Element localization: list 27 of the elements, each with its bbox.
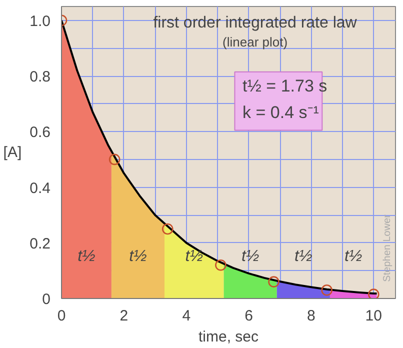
annotation: Stephen Lower [382, 214, 394, 282]
point [108, 154, 120, 166]
y-axis-title: [A] [3, 144, 22, 161]
x-tick-label: 10 [365, 308, 382, 324]
y-tick-label: 0.4 [30, 180, 51, 197]
x-tick-label: 6 [244, 308, 253, 324]
point [268, 276, 280, 288]
x-tick-label: 8 [307, 308, 316, 324]
x-tick-label: 2 [120, 308, 128, 324]
annotation: t½ [129, 248, 147, 266]
x-tick-label: 0 [57, 308, 66, 324]
point [368, 288, 380, 298]
y-tick-label: 1.0 [30, 12, 51, 30]
x-axis-title: time, sec [198, 328, 260, 346]
point [162, 223, 174, 235]
x-tick-label: 4 [182, 308, 191, 324]
annotation: t½ = 1.73 s [242, 76, 328, 96]
y-tick-label: 0.2 [30, 235, 51, 252]
annotation: t½ [344, 248, 362, 266]
point [321, 284, 332, 296]
y-tick-label: 0.8 [30, 68, 51, 86]
annotation: t½ [78, 248, 96, 266]
point [215, 259, 226, 271]
annotation: k = 0.4 s⁻¹ [242, 102, 320, 122]
y-tick-label: 0 [42, 291, 50, 308]
y-tick-label: 0.6 [30, 124, 51, 142]
annotation: t½ [185, 248, 204, 266]
